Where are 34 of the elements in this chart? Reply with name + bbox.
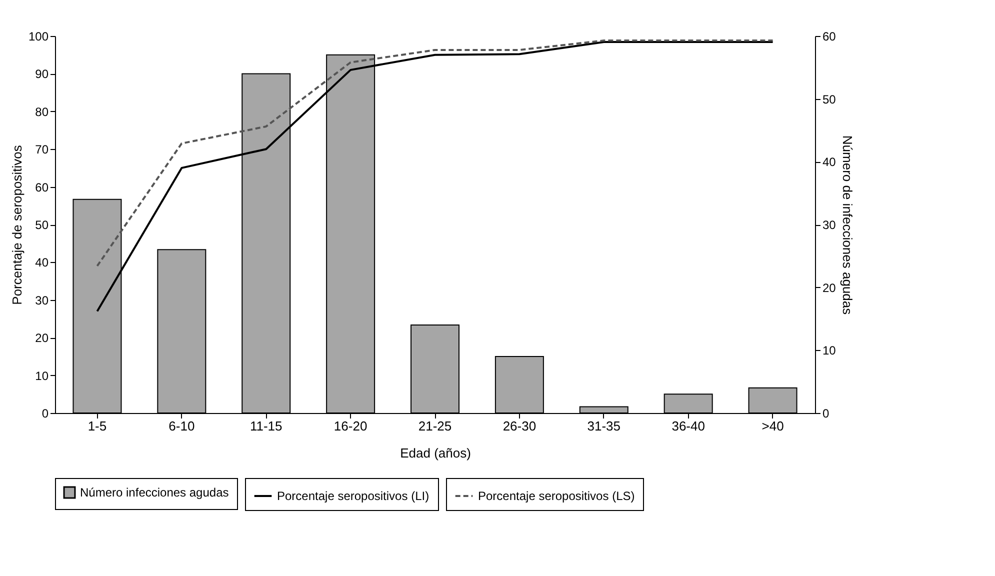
x-tick-label: 6-10 (168, 418, 195, 434)
y-tick-label: 0 (42, 406, 49, 420)
x-tick-label: 11-15 (250, 418, 282, 434)
x-tick-label: 21-25 (418, 418, 452, 434)
y-tick-label: 30 (35, 293, 49, 308)
y-tick-label: 50 (35, 218, 49, 232)
legend-label: Porcentaje seropositivos (LS) (478, 489, 635, 503)
x-tick-label: 31-35 (587, 418, 621, 434)
y-tick-label: 80 (35, 104, 49, 119)
y2-tick-label: 60 (822, 30, 836, 44)
y-tick-label: 100 (28, 30, 49, 44)
y2-tick-label: 50 (822, 92, 836, 106)
y2-tick-label: 10 (822, 344, 836, 358)
x-axis-title: Edad (años) (400, 446, 471, 460)
y2-tick-label: 30 (822, 218, 836, 232)
y2-tick-label: 20 (822, 280, 836, 295)
y-tick-label: 60 (35, 180, 49, 194)
y2-tick-label: 40 (822, 155, 836, 170)
y-tick-label: 70 (35, 142, 49, 157)
y2-tick-label: 0 (822, 406, 830, 420)
x-tick-label: 36-40 (672, 418, 705, 434)
y-tick-label: 90 (35, 67, 49, 82)
x-tick-label: 16-20 (334, 418, 368, 434)
x-tick-label: 26-30 (502, 418, 536, 434)
y-tick-label: 40 (35, 256, 49, 270)
y-tick-label: 20 (35, 331, 49, 346)
y-axis-title: Porcentaje de seropositivos (9, 144, 24, 305)
y-tick-label: 10 (35, 368, 49, 383)
x-tick-label: 1-5 (88, 418, 107, 434)
legend-label: Porcentaje seropositivos (LI) (277, 489, 430, 503)
x-tick-label: >40 (762, 418, 784, 434)
line-series (96, 40, 774, 267)
y2-axis-title: Número de infecciones agudas (840, 135, 855, 316)
legend-label: Número infecciones agudas (80, 486, 229, 500)
